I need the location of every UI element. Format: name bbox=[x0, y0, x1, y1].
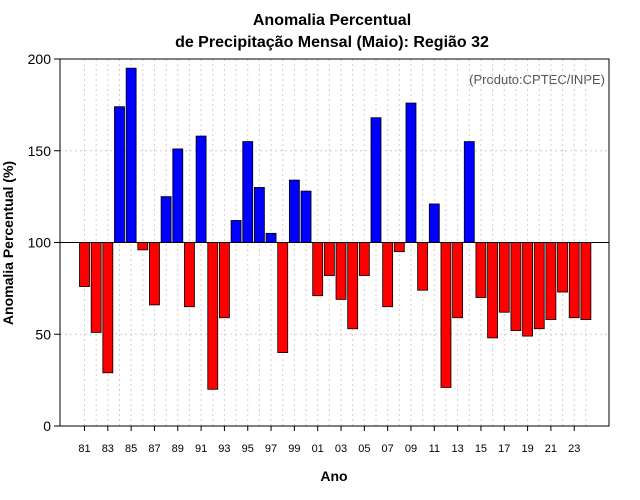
chart-title: Anomalia Percentual bbox=[253, 12, 411, 29]
bar-23 bbox=[568, 242, 580, 319]
x-tick-label: 05 bbox=[358, 443, 370, 455]
bar-19 bbox=[522, 242, 533, 337]
bar-92 bbox=[207, 242, 219, 390]
x-tick-label: 01 bbox=[312, 443, 324, 455]
x-tick-label: 91 bbox=[195, 443, 207, 455]
x-tick-label: 13 bbox=[451, 443, 463, 455]
bar-91 bbox=[195, 135, 207, 243]
bar-01 bbox=[312, 242, 324, 297]
bar-00 bbox=[300, 190, 312, 243]
bar-13 bbox=[452, 242, 464, 319]
x-tick-label: 23 bbox=[568, 443, 580, 455]
x-tick-label: 93 bbox=[218, 443, 230, 455]
y-tick-label: 200 bbox=[28, 51, 52, 67]
bar-15 bbox=[475, 242, 487, 298]
x-tick-label: 97 bbox=[265, 443, 277, 455]
bar-04 bbox=[347, 242, 359, 330]
bar-83 bbox=[102, 242, 114, 374]
y-tick-label: 100 bbox=[28, 235, 52, 251]
bar-88 bbox=[160, 196, 172, 243]
bars bbox=[79, 67, 592, 390]
bar-09 bbox=[405, 102, 417, 243]
x-tick-label: 99 bbox=[288, 443, 300, 455]
x-tick-label: 11 bbox=[429, 443, 440, 455]
bar-99 bbox=[288, 179, 300, 243]
y-tick-label: 50 bbox=[35, 326, 51, 342]
bar-10 bbox=[417, 242, 429, 291]
x-tick-label: 17 bbox=[498, 443, 510, 455]
x-tick-label: 03 bbox=[335, 443, 347, 455]
bar-85 bbox=[125, 67, 137, 243]
bar-87 bbox=[149, 242, 160, 306]
bar-93 bbox=[219, 242, 230, 319]
bar-86 bbox=[137, 242, 149, 251]
bar-14 bbox=[463, 141, 475, 243]
x-tick-label: 85 bbox=[125, 443, 137, 455]
x-tick-label: 07 bbox=[382, 443, 394, 455]
x-tick-label: 09 bbox=[405, 443, 417, 455]
y-axis-label: Anomalia Percentual (%) bbox=[0, 161, 16, 325]
bar-81 bbox=[79, 242, 90, 287]
x-tick-label: 89 bbox=[172, 443, 184, 455]
bar-18 bbox=[510, 242, 522, 331]
x-tick-label: 83 bbox=[102, 443, 114, 455]
bar-12 bbox=[440, 242, 452, 388]
bar-22 bbox=[557, 242, 568, 293]
bar-98 bbox=[277, 242, 289, 353]
x-tick-label: 19 bbox=[521, 443, 533, 455]
bar-11 bbox=[428, 203, 440, 243]
y-tick-label: 0 bbox=[43, 418, 51, 434]
bar-89 bbox=[172, 148, 184, 243]
bar-17 bbox=[498, 242, 510, 313]
grid-lines bbox=[60, 59, 609, 426]
bar-97 bbox=[265, 232, 277, 243]
x-tick-label: 15 bbox=[475, 443, 487, 455]
bar-06 bbox=[370, 117, 382, 243]
bar-02 bbox=[323, 242, 335, 276]
bar-03 bbox=[335, 242, 347, 300]
bar-24 bbox=[580, 242, 592, 320]
x-tick-label: 81 bbox=[78, 443, 90, 455]
axes: 0 50 100 150 200 81 83 85 87 89 91 93 95 97 99 01 03 05 07… bbox=[28, 51, 610, 455]
credit-text: (Produto:CPTEC/INPE) bbox=[469, 72, 605, 87]
bar-90 bbox=[184, 242, 195, 308]
bar-82 bbox=[90, 242, 102, 333]
bar-21 bbox=[545, 242, 557, 320]
bar-16 bbox=[487, 242, 499, 339]
bar-08 bbox=[393, 242, 405, 253]
y-tick-label: 150 bbox=[28, 143, 52, 159]
x-tick-label: 87 bbox=[148, 443, 160, 455]
x-tick-label: 95 bbox=[242, 443, 254, 455]
x-axis-label: Ano bbox=[320, 468, 347, 484]
chart-subtitle: de Precipitação Mensal (Maio): Região 32 bbox=[175, 34, 489, 51]
bar-94 bbox=[230, 220, 242, 243]
bar-05 bbox=[358, 242, 370, 276]
bar-95 bbox=[242, 141, 254, 243]
bar-84 bbox=[114, 106, 125, 243]
bar-96 bbox=[253, 187, 265, 243]
bar-07 bbox=[382, 242, 394, 308]
x-tick-label: 21 bbox=[545, 443, 557, 455]
bar-20 bbox=[533, 242, 545, 330]
